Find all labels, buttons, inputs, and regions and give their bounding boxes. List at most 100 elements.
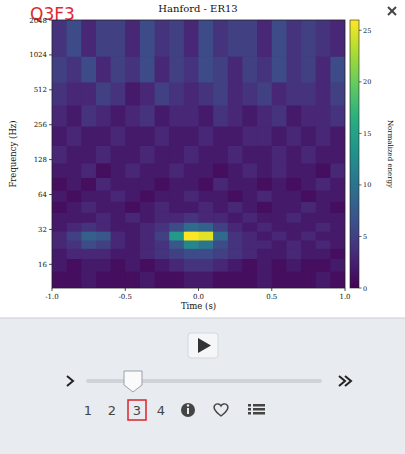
heatmap-cell (52, 212, 67, 222)
heatmap-cell (316, 231, 331, 240)
heatmap-cell (213, 82, 228, 106)
heatmap-cell (52, 82, 67, 106)
heatmap-cell (242, 248, 257, 259)
heatmap-cell (242, 231, 257, 240)
heatmap-cell (96, 258, 111, 271)
heatmap-cell (140, 177, 155, 190)
heatmap-cell (286, 56, 301, 82)
heatmap-cell (228, 231, 243, 240)
heatmap-cell (228, 190, 243, 202)
heatmap-cell (111, 240, 126, 249)
heatmap-cell (96, 145, 111, 163)
colorbar-tick-label: 5 (363, 233, 367, 241)
list-bullet (248, 412, 251, 415)
heatmap-cell (96, 201, 111, 213)
heatmap-cell (330, 20, 345, 57)
heatmap-cell (111, 258, 126, 271)
page-button[interactable]: 3 (133, 403, 141, 418)
heatmap-cell (81, 271, 96, 288)
page-button[interactable]: 2 (108, 403, 116, 418)
heatmap-cell (242, 145, 257, 163)
heatmap-cell (81, 240, 96, 249)
heatmap-cell (111, 82, 126, 106)
heatmap-cell (169, 231, 184, 240)
info-button[interactable] (181, 403, 195, 417)
info-stem (187, 408, 189, 414)
heatmap-cell (301, 177, 316, 190)
page-button[interactable]: 1 (84, 403, 92, 418)
heatmap-cell (228, 177, 243, 190)
close-button[interactable] (388, 7, 396, 15)
y-tick (49, 229, 52, 230)
y-tick (49, 194, 52, 195)
x-tick-label: 0.0 (193, 293, 204, 301)
heatmap-cell (184, 231, 199, 240)
figure-background (0, 0, 405, 318)
heatmap-cell (184, 177, 199, 190)
heatmap-cell (272, 190, 287, 202)
heatmap-cell (316, 271, 331, 288)
x-tick (52, 288, 53, 291)
heatmap-cell (242, 126, 257, 146)
colorbar-tick (359, 81, 362, 82)
heatmap-cell (125, 82, 140, 106)
x-tick-label: -1.0 (45, 293, 59, 301)
heatmap-cell (316, 222, 331, 232)
heatmap-cell (199, 145, 214, 163)
heatmap-cell (228, 145, 243, 163)
slider[interactable] (67, 371, 351, 392)
heatmap-cell (125, 258, 140, 271)
y-tick-label: 2048 (29, 17, 47, 25)
heatmap-cell (52, 126, 67, 146)
heatmap-cell (140, 240, 155, 249)
page-button[interactable]: 4 (157, 403, 165, 418)
heatmap-cell (199, 20, 214, 57)
heatmap-cell (125, 271, 140, 288)
heatmap-cell (228, 258, 243, 271)
heatmap-cell (257, 163, 272, 178)
heatmap-cell (272, 105, 287, 127)
heatmap-cell (301, 145, 316, 163)
heatmap-cell (301, 222, 316, 232)
heatmap-cell (155, 258, 170, 271)
heatmap-cell (111, 248, 126, 259)
heatmap-cell (67, 56, 82, 82)
heatmap-cell (81, 258, 96, 271)
heatmap-cell (125, 126, 140, 146)
heatmap-cell (96, 163, 111, 178)
heatmap-cell (169, 126, 184, 146)
info-circle (181, 403, 195, 417)
heatmap-cell (81, 212, 96, 222)
heatmap-cell (155, 82, 170, 106)
list-button[interactable] (248, 404, 265, 415)
heatmap-cell (316, 126, 331, 146)
heatmap-cell (96, 231, 111, 240)
heatmap-cell (242, 258, 257, 271)
slider-handle (124, 371, 142, 392)
chart-title: Hanford - ER13 (158, 3, 237, 14)
heatmap-cell (169, 222, 184, 232)
heatmap-cell (125, 201, 140, 213)
heatmap-cell (125, 222, 140, 232)
play-icon (198, 338, 211, 353)
favorite-button[interactable] (214, 404, 228, 416)
heatmap-cell (67, 177, 82, 190)
heatmap-cell (111, 222, 126, 232)
heatmap-cell (96, 271, 111, 288)
heatmap-cell (52, 248, 67, 259)
heatmap-cell (228, 56, 243, 82)
play-button[interactable] (188, 333, 218, 358)
heatmap-cell (111, 145, 126, 163)
heatmap-cell (155, 231, 170, 240)
heatmap-cell (67, 201, 82, 213)
heatmap-cell (155, 222, 170, 232)
heatmap-cell (213, 126, 228, 146)
heatmap-cell (286, 20, 301, 57)
heatmap-cell (242, 190, 257, 202)
heatmap-cell (52, 56, 67, 82)
heatmap-cell (272, 82, 287, 106)
heatmap-cell (111, 212, 126, 222)
heatmap-cell (67, 240, 82, 249)
heatmap-cell (96, 248, 111, 259)
heatmap-cell (96, 20, 111, 57)
